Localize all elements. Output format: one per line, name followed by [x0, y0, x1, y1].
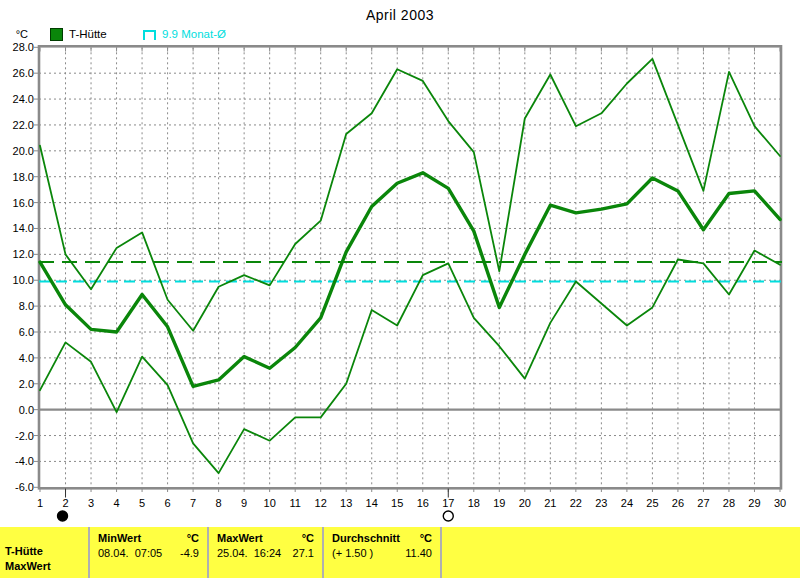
x-day-label: 23 [595, 497, 607, 509]
x-day-label: 3 [88, 497, 94, 509]
weather-chart-window: 28.026.024.022.020.018.016.014.012.010.0… [0, 0, 800, 578]
x-day-label: 9 [241, 497, 247, 509]
x-day-label: 20 [519, 497, 531, 509]
y-tick-label: -2.0 [15, 430, 34, 442]
y-tick-label: -6.0 [15, 481, 34, 493]
status-minwert-cell: MinWert °C 08.04. 07:05 -4.9 [88, 527, 207, 578]
x-day-label: 1 [37, 497, 43, 509]
x-day-label: 16 [417, 497, 429, 509]
x-day-label: 22 [570, 497, 582, 509]
y-tick-label: 26.0 [13, 67, 34, 79]
y-tick-label: 28.0 [13, 41, 34, 53]
legend-item-t-huette[interactable]: T-Hütte [50, 27, 107, 41]
x-day-label: 15 [391, 497, 403, 509]
status-bar: T-Hütte MaxWert MinWert °C 08.04. 07:05 … [0, 527, 800, 578]
x-day-label: 12 [315, 497, 327, 509]
status-maxwert-cell: MaxWert °C 25.04. 16:24 27.1 [207, 527, 322, 578]
y-axis-unit-label: °C [8, 28, 28, 40]
minwert-unit: °C [187, 531, 199, 546]
x-day-label: 30 [774, 497, 786, 509]
status-series-cell: T-Hütte MaxWert [0, 527, 88, 578]
minwert-datetime: 08.04. 07:05 [98, 546, 162, 561]
status-series-mode: MaxWert [5, 559, 88, 574]
maxwert-value: 27.1 [293, 546, 314, 561]
maxwert-label: MaxWert [217, 531, 263, 546]
y-tick-label: 18.0 [13, 171, 34, 183]
chart-plot: 28.026.024.022.020.018.016.014.012.010.0… [0, 0, 800, 578]
x-day-label: 21 [544, 497, 556, 509]
maxwert-datetime: 25.04. 16:24 [217, 546, 281, 561]
y-tick-label: 6.0 [19, 326, 34, 338]
legend-label: T-Hütte [69, 28, 107, 40]
y-tick-label: -4.0 [15, 455, 34, 467]
full-moon-icon [443, 511, 453, 521]
y-tick-label: 4.0 [19, 352, 34, 364]
x-day-label: 26 [672, 497, 684, 509]
status-empty-cell [440, 527, 800, 578]
x-day-label: 2 [62, 497, 68, 509]
y-tick-label: 10.0 [13, 274, 34, 286]
x-day-label: 8 [216, 497, 222, 509]
x-day-label: 17 [442, 497, 454, 509]
x-day-label: 11 [289, 497, 300, 509]
legend-label: 9.9 Monat-Ø [162, 28, 226, 40]
y-tick-label: 22.0 [13, 119, 34, 131]
y-tick-label: 16.0 [13, 197, 34, 209]
minwert-label: MinWert [98, 531, 141, 546]
x-day-label: 4 [113, 497, 119, 509]
x-day-label: 28 [723, 497, 735, 509]
durchschnitt-unit: °C [420, 531, 432, 546]
chart-title: April 2003 [0, 7, 800, 23]
series-mean-line [40, 173, 780, 387]
y-tick-label: 20.0 [13, 145, 34, 157]
x-day-label: 14 [366, 497, 378, 509]
durchschnitt-value: 11.40 [405, 546, 432, 561]
x-day-label: 25 [646, 497, 658, 509]
new-moon-icon [58, 511, 68, 521]
month-avg-swatch-icon [143, 30, 156, 40]
y-tick-label: 2.0 [19, 378, 34, 390]
x-day-label: 19 [493, 497, 505, 509]
minwert-value: -4.9 [180, 546, 199, 561]
x-day-label: 5 [139, 497, 145, 509]
x-day-label: 24 [621, 497, 633, 509]
status-durchschnitt-cell: Durchschnitt °C (+ 1.50 ) 11.40 [322, 527, 440, 578]
x-day-label: 10 [264, 497, 276, 509]
status-series-name: T-Hütte [5, 544, 88, 559]
x-day-label: 29 [748, 497, 760, 509]
legend-item-monat-avg[interactable]: 9.9 Monat-Ø [143, 27, 226, 41]
plot-border [39, 46, 781, 488]
x-day-label: 13 [340, 497, 352, 509]
x-day-label: 6 [165, 497, 171, 509]
y-tick-label: 8.0 [19, 300, 34, 312]
series-min-line [40, 251, 780, 474]
y-tick-label: 0.0 [19, 404, 34, 416]
y-tick-label: 24.0 [13, 93, 34, 105]
series-color-swatch-icon [50, 28, 63, 41]
series-max-line [40, 59, 780, 331]
durchschnitt-label: Durchschnitt [332, 531, 400, 546]
x-day-label: 7 [190, 497, 196, 509]
x-day-label: 18 [468, 497, 480, 509]
y-tick-label: 12.0 [13, 248, 34, 260]
x-day-label: 27 [697, 497, 709, 509]
durchschnitt-diff: (+ 1.50 ) [332, 546, 373, 561]
maxwert-unit: °C [302, 531, 314, 546]
y-tick-label: 14.0 [13, 222, 34, 234]
